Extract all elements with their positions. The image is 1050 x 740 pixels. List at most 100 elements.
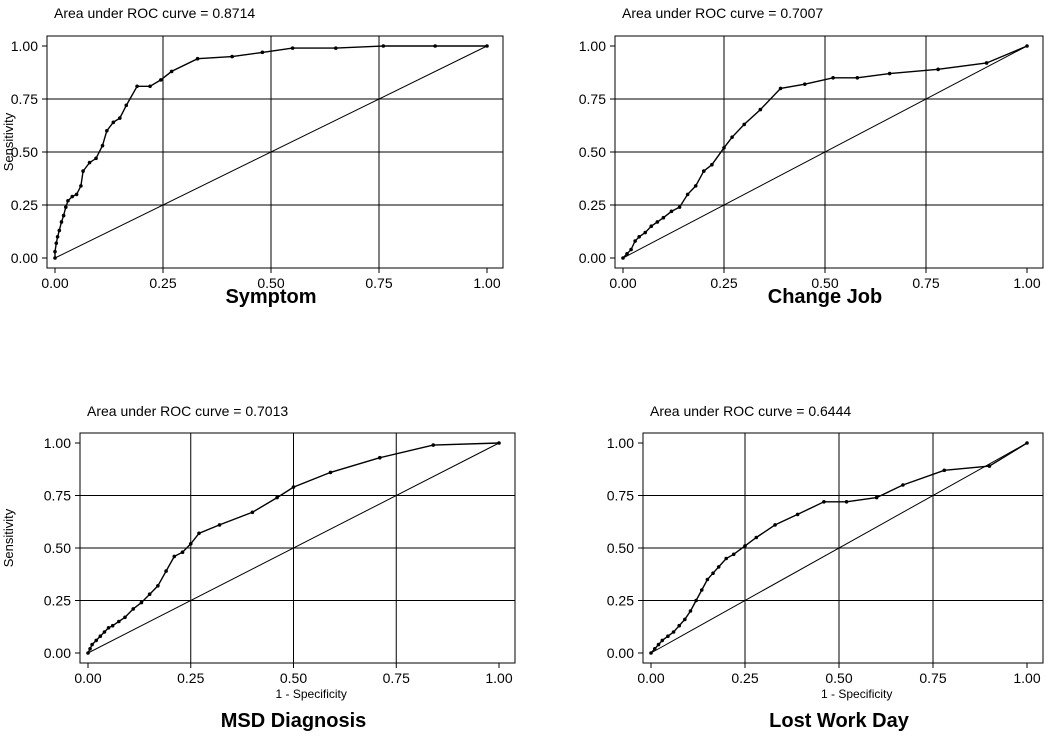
roc-point	[625, 251, 629, 256]
roc-point	[156, 584, 160, 588]
roc-point	[433, 44, 437, 48]
roc-point	[901, 483, 905, 487]
x-tick-label: 0.00	[74, 670, 101, 686]
roc-point	[88, 647, 92, 651]
roc-point	[643, 230, 648, 235]
roc-point	[98, 634, 103, 638]
x-tick-label: 1.00	[1013, 670, 1040, 686]
x-tick-label: 0.00	[637, 670, 664, 686]
x-tick-label: 0.75	[912, 275, 939, 291]
roc-point	[629, 247, 633, 252]
roc-point	[621, 256, 625, 260]
roc-point	[758, 107, 763, 112]
roc-point	[81, 169, 85, 173]
roc-point	[711, 571, 715, 575]
roc-point	[87, 160, 92, 165]
y-tick-label: 0.75	[11, 91, 38, 107]
reference-line	[622, 45, 1028, 259]
y-axis-label: Sensitivity	[1, 508, 16, 567]
roc-point	[497, 441, 501, 445]
roc-point	[290, 46, 295, 50]
roc-point	[655, 220, 660, 224]
roc-point	[778, 86, 783, 91]
roc-point	[987, 464, 992, 468]
roc-point	[652, 647, 657, 651]
roc-point	[702, 169, 706, 173]
y-tick-label: 0.25	[11, 197, 38, 213]
y-tick-label: 0.25	[579, 197, 606, 213]
roc-point	[105, 129, 109, 133]
roc-point	[660, 638, 665, 643]
roc-point	[649, 224, 654, 228]
roc-point	[822, 500, 826, 504]
y-tick-label: 0.50	[607, 540, 634, 556]
x-tick-label: 0.50	[280, 670, 307, 686]
y-tick-label: 1.00	[607, 435, 634, 451]
y-tick-label: 0.25	[44, 593, 71, 609]
roc-point	[57, 228, 62, 233]
y-tick-label: 0.50	[11, 144, 38, 160]
roc-point	[260, 50, 265, 55]
roc-point	[656, 642, 661, 647]
x-tick-label: 0.75	[383, 670, 410, 686]
roc-point	[677, 623, 681, 628]
roc-point	[694, 598, 698, 603]
roc-point	[118, 116, 122, 120]
roc-point	[139, 600, 144, 605]
roc-point	[633, 239, 637, 243]
roc-point	[79, 184, 83, 188]
roc-point	[86, 651, 90, 655]
x-tick-label: 0.50	[257, 275, 284, 291]
x-tick-label: 0.75	[919, 670, 946, 686]
roc-point	[123, 615, 127, 620]
roc-point	[984, 61, 989, 65]
panel-title: Change Job	[768, 286, 882, 308]
panel-title: MSD Diagnosis	[221, 710, 367, 732]
roc-point	[705, 577, 710, 582]
roc-point	[677, 205, 682, 209]
roc-point	[55, 235, 60, 239]
panel-change-job: 0.00 0.25 0.50 0.75 1.00 0.00 0.25 0.50 0.75 1.00…	[579, 5, 1044, 308]
roc-point	[683, 617, 687, 622]
x-tick-label: 0.75	[365, 275, 392, 291]
y-tick-label: 0.50	[44, 540, 71, 556]
roc-point	[637, 235, 641, 239]
x-axis-label: 1 - Specificity	[821, 687, 892, 701]
y-tick-label: 0.00	[44, 645, 71, 661]
y-tick-label: 0.50	[579, 144, 606, 160]
roc-point	[74, 192, 79, 197]
roc-point	[148, 84, 152, 89]
roc-point	[291, 485, 296, 489]
x-tick-label: 0.50	[811, 275, 838, 291]
y-tick-label: 0.75	[579, 91, 606, 107]
panel-symptom: 0.00 0.25 0.50 0.75 1.00 0.00 0.25 0.50 0.75 1.00…	[1, 5, 504, 308]
roc-point	[485, 44, 489, 48]
y-tick-label: 0.00	[607, 645, 634, 661]
roc-point	[106, 626, 111, 630]
roc-point	[688, 609, 693, 613]
roc-point	[378, 455, 382, 460]
roc-point	[230, 54, 234, 59]
roc-point	[649, 651, 653, 655]
roc-point	[855, 76, 860, 80]
roc-point	[53, 256, 57, 260]
roc-point	[53, 249, 57, 254]
roc-point	[671, 630, 676, 634]
reference-line	[87, 442, 500, 654]
roc-point	[669, 209, 674, 214]
roc-point	[217, 523, 222, 527]
roc-point	[936, 67, 940, 72]
roc-point	[180, 550, 185, 554]
panel-title: Symptom	[225, 286, 316, 308]
y-tick-label: 0.75	[44, 488, 71, 504]
x-tick-label: 0.00	[41, 275, 68, 291]
x-tick-label: 0.25	[149, 275, 176, 291]
auc-annotation: Area under ROC curve = 0.7013	[87, 403, 288, 419]
roc-point	[381, 44, 386, 48]
roc-point	[100, 143, 105, 148]
roc-point	[773, 523, 777, 527]
y-tick-label: 0.00	[579, 250, 606, 266]
roc-point	[666, 634, 670, 638]
roc-point	[942, 468, 947, 473]
roc-point	[699, 588, 704, 592]
